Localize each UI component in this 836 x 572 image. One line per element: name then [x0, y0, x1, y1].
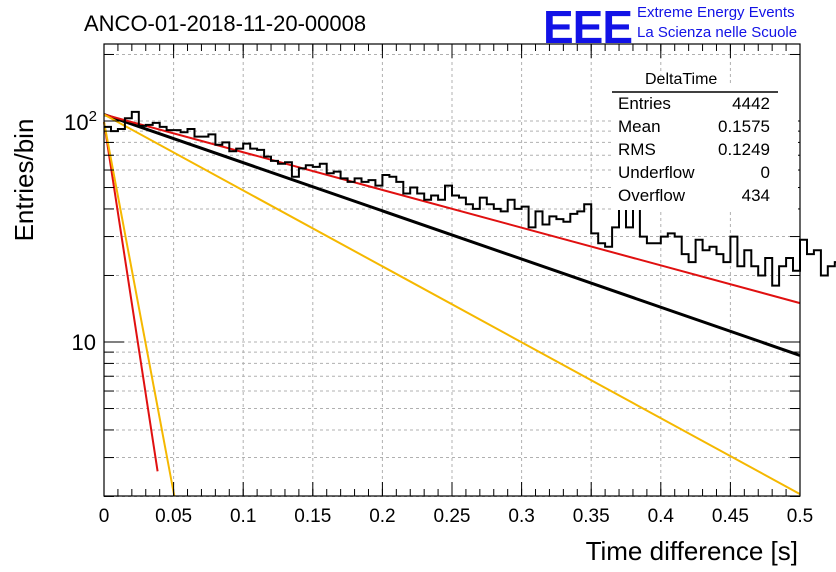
x-tick-label: 0.35 — [573, 506, 610, 527]
x-tick-label: 0.1 — [230, 506, 256, 527]
y-tick-label-100: 102 — [64, 108, 97, 135]
stats-title: DeltaTime — [645, 71, 718, 88]
x-tick-label: 0.3 — [508, 506, 534, 527]
stats-value-entries: 4442 — [732, 94, 770, 113]
x-tick-label: 0 — [99, 506, 110, 527]
fit-line-fit — [103, 113, 801, 357]
x-tick-label: 0.05 — [155, 506, 192, 527]
x-tick-label: 0.4 — [648, 506, 675, 527]
stats-value-underflow: 0 — [760, 163, 770, 182]
stats-label-entries: Entries — [618, 94, 671, 113]
stats-value-overflow: 434 — [741, 186, 770, 205]
org-line-2: La Scienza nelle Scuole — [637, 24, 798, 41]
y-axis-label: Entries/bin — [9, 119, 39, 242]
x-tick-label: 0.15 — [294, 506, 331, 527]
fit-line-fast-component — [103, 121, 159, 472]
axis-ticks — [103, 44, 801, 497]
stats-label-rms: RMS — [618, 140, 656, 159]
stats-value-rms: 0.1249 — [718, 140, 770, 159]
histogram — [104, 110, 836, 287]
x-tick-label: 0.2 — [369, 506, 395, 527]
org-line-1: Extreme Energy Events — [637, 4, 795, 21]
x-tick-label: 0.45 — [712, 506, 749, 527]
fit-line-fit-upper — [103, 113, 801, 305]
eee-logo: EEE — [543, 1, 633, 53]
x-tick-label: 0.25 — [434, 506, 471, 527]
x-tick-label: 0.5 — [787, 506, 813, 527]
x-axis-label: Time difference [s] — [586, 536, 798, 566]
fit-curves — [103, 113, 801, 497]
y-tick-labels: 102 10 — [64, 108, 97, 355]
fit-line-fit-lower — [103, 113, 801, 495]
stats-label-mean: Mean — [618, 117, 661, 136]
stats-value-mean: 0.1575 — [718, 117, 770, 136]
x-tick-labels: 0 0.05 0.1 0.15 0.2 0.25 0.3 0.35 0.4 0.45 0.5 — [99, 506, 814, 527]
stats-label-overflow: Overflow — [618, 186, 686, 205]
stats-box — [612, 84, 798, 210]
y-tick-label-10: 10 — [72, 330, 96, 355]
stats-label-underflow: Underflow — [618, 163, 695, 182]
chart-title: ANCO-01-2018-11-20-00008 — [84, 11, 367, 36]
fit-line-fast-component-band — [103, 121, 176, 497]
